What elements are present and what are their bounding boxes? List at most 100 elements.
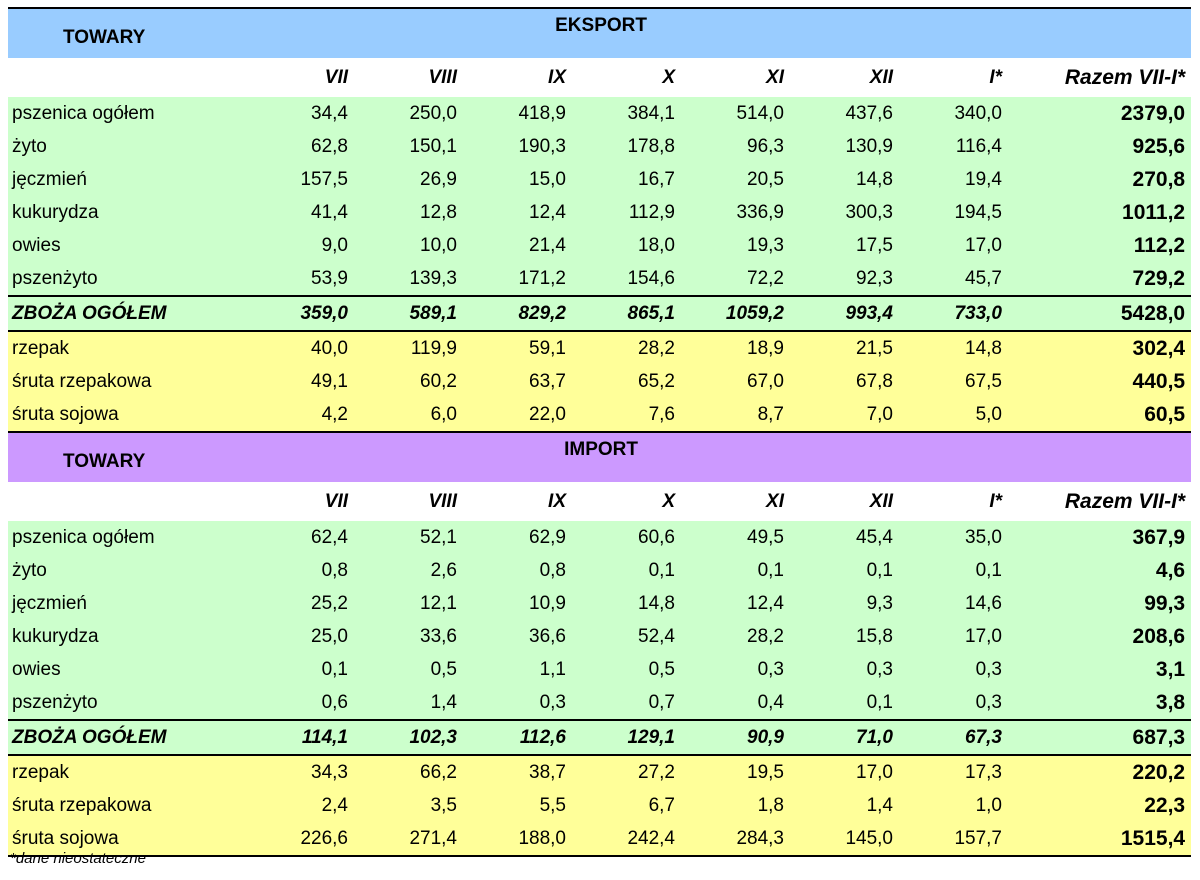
row-value: 28,2 bbox=[578, 331, 687, 365]
row-value: 7,6 bbox=[578, 398, 687, 433]
row-value: 3,5 bbox=[360, 789, 469, 822]
row-value: 49,1 bbox=[251, 365, 360, 398]
row-value: 17,5 bbox=[796, 229, 905, 262]
row-value: 0,3 bbox=[905, 686, 1014, 720]
column-header: XII bbox=[796, 58, 905, 97]
row-value: 0,8 bbox=[251, 554, 360, 587]
section-title: IMPORT bbox=[251, 431, 1192, 482]
row-value: 62,8 bbox=[251, 130, 360, 163]
row-value: 0,5 bbox=[578, 653, 687, 686]
row-total: 2379,0 bbox=[1014, 97, 1192, 130]
table-row: śruta rzepakowa 49,1 60,2 63,7 65,2 67,0 67,8 6… bbox=[8, 365, 1192, 398]
row-value: 17,0 bbox=[796, 755, 905, 789]
towary-label: TOWARY bbox=[8, 7, 251, 58]
row-total: 270,8 bbox=[1014, 163, 1192, 196]
row-total: 4,6 bbox=[1014, 554, 1192, 587]
column-header: IX bbox=[469, 482, 578, 521]
sum-value: 865,1 bbox=[578, 295, 687, 332]
footnote: *dane nieostateczne bbox=[10, 850, 146, 867]
row-value: 150,1 bbox=[360, 130, 469, 163]
row-value: 16,7 bbox=[578, 163, 687, 196]
row-value: 139,3 bbox=[360, 262, 469, 296]
row-value: 0,8 bbox=[469, 554, 578, 587]
row-value: 6,7 bbox=[578, 789, 687, 822]
row-value: 4,2 bbox=[251, 398, 360, 433]
row-value: 0,1 bbox=[251, 653, 360, 686]
column-header: I* bbox=[905, 482, 1014, 521]
row-value: 154,6 bbox=[578, 262, 687, 296]
row-value: 67,0 bbox=[687, 365, 796, 398]
table-row: pszenżyto 0,6 1,4 0,3 0,7 0,4 0,1 0,3 3,8 bbox=[8, 686, 1192, 720]
row-value: 19,4 bbox=[905, 163, 1014, 196]
row-value: 12,1 bbox=[360, 587, 469, 620]
row-value: 18,9 bbox=[687, 331, 796, 365]
row-value: 340,0 bbox=[905, 97, 1014, 130]
import-header-row: TOWARY IMPORT bbox=[8, 431, 1192, 482]
row-value: 21,4 bbox=[469, 229, 578, 262]
row-value: 62,9 bbox=[469, 521, 578, 554]
row-value: 72,2 bbox=[687, 262, 796, 296]
row-value: 19,5 bbox=[687, 755, 796, 789]
row-value: 8,7 bbox=[687, 398, 796, 433]
column-header: X bbox=[578, 482, 687, 521]
row-value: 45,4 bbox=[796, 521, 905, 554]
row-total: 220,2 bbox=[1014, 755, 1192, 789]
row-value: 38,7 bbox=[469, 755, 578, 789]
row-value: 178,8 bbox=[578, 130, 687, 163]
row-value: 6,0 bbox=[360, 398, 469, 433]
table-row: jęczmień 25,2 12,1 10,9 14,8 12,4 9,3 14,6 99,3 bbox=[8, 587, 1192, 620]
row-value: 36,6 bbox=[469, 620, 578, 653]
row-value: 0,1 bbox=[796, 686, 905, 720]
column-header: IX bbox=[469, 58, 578, 97]
row-total: 302,4 bbox=[1014, 331, 1192, 365]
row-total: 22,3 bbox=[1014, 789, 1192, 822]
row-value: 5,5 bbox=[469, 789, 578, 822]
row-value: 21,5 bbox=[796, 331, 905, 365]
row-value: 34,3 bbox=[251, 755, 360, 789]
row-value: 49,5 bbox=[687, 521, 796, 554]
row-label: śruta rzepakowa bbox=[8, 789, 251, 822]
row-value: 22,0 bbox=[469, 398, 578, 433]
row-value: 190,3 bbox=[469, 130, 578, 163]
towary-label: TOWARY bbox=[8, 431, 251, 482]
row-value: 52,1 bbox=[360, 521, 469, 554]
sum-value: 1059,2 bbox=[687, 295, 796, 332]
trade-table-container: TOWARY EKSPORT VII VIII IX X XI XII I* Razem VII-… bbox=[8, 7, 1192, 857]
row-value: 130,9 bbox=[796, 130, 905, 163]
row-value: 384,1 bbox=[578, 97, 687, 130]
row-value: 0,1 bbox=[687, 554, 796, 587]
row-value: 20,5 bbox=[687, 163, 796, 196]
row-value: 17,0 bbox=[905, 229, 1014, 262]
row-value: 52,4 bbox=[578, 620, 687, 653]
row-value: 9,0 bbox=[251, 229, 360, 262]
row-total: 208,6 bbox=[1014, 620, 1192, 653]
row-value: 0,5 bbox=[360, 653, 469, 686]
table-row: śruta rzepakowa 2,4 3,5 5,5 6,7 1,8 1,4 1,0 22,3 bbox=[8, 789, 1192, 822]
column-header: X bbox=[578, 58, 687, 97]
row-label: rzepak bbox=[8, 755, 251, 789]
column-header: XI bbox=[687, 482, 796, 521]
row-label: rzepak bbox=[8, 331, 251, 365]
table-row: śruta sojowa 226,6 271,4 188,0 242,4 284,3 145… bbox=[8, 822, 1192, 857]
row-value: 27,2 bbox=[578, 755, 687, 789]
row-value: 60,2 bbox=[360, 365, 469, 398]
row-value: 1,0 bbox=[905, 789, 1014, 822]
row-value: 14,6 bbox=[905, 587, 1014, 620]
sum-total: 687,3 bbox=[1014, 719, 1192, 756]
row-label: żyto bbox=[8, 130, 251, 163]
row-value: 1,4 bbox=[796, 789, 905, 822]
row-label: śruta rzepakowa bbox=[8, 365, 251, 398]
row-label: jęczmień bbox=[8, 587, 251, 620]
row-label: kukurydza bbox=[8, 196, 251, 229]
import-column-header-row: VII VIII IX X XI XII I* Razem VII-I* bbox=[8, 482, 1192, 521]
table-row: jęczmień 157,5 26,9 15,0 16,7 20,5 14,8 19,4 270… bbox=[8, 163, 1192, 196]
sum-value: 829,2 bbox=[469, 295, 578, 332]
row-value: 62,4 bbox=[251, 521, 360, 554]
sum-value: 129,1 bbox=[578, 719, 687, 756]
row-label: śruta sojowa bbox=[8, 822, 251, 857]
column-header: XII bbox=[796, 482, 905, 521]
row-label: owies bbox=[8, 229, 251, 262]
row-value: 116,4 bbox=[905, 130, 1014, 163]
row-value: 2,6 bbox=[360, 554, 469, 587]
section-title: EKSPORT bbox=[251, 7, 1192, 58]
